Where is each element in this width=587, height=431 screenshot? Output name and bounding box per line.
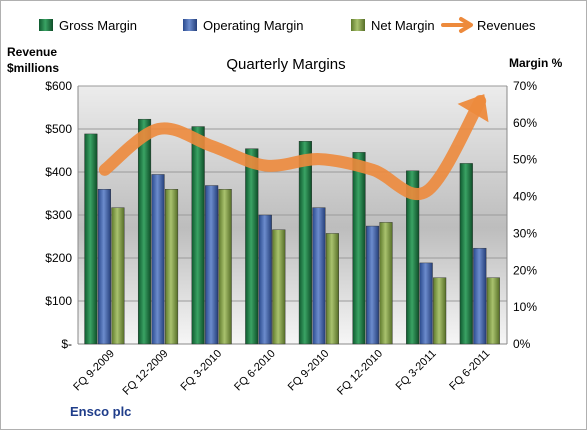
category-label: FQ 3-2010 xyxy=(179,348,225,394)
bar-operating-margin xyxy=(151,174,165,345)
category-label: FQ 6-2010 xyxy=(232,348,278,394)
legend-swatch-net-margin xyxy=(351,19,365,31)
legend: Gross Margin Operating Margin Net Margin… xyxy=(39,17,536,33)
category-label: FQ 9-2010 xyxy=(286,348,332,394)
right-axis-ticks: 0% 10% 20% 30% 40% 50% 60% 70% xyxy=(513,79,537,351)
bar-operating-margin xyxy=(205,185,219,345)
left-tick-label: $500 xyxy=(45,122,72,136)
right-tick-label: 0% xyxy=(513,337,531,351)
category-label: FQ 6-2011 xyxy=(447,348,492,393)
bar-net-margin xyxy=(486,277,500,345)
right-tick-label: 70% xyxy=(513,79,537,93)
bar-operating-margin xyxy=(473,247,487,345)
bar-net-margin xyxy=(379,222,393,345)
bar-net-margin xyxy=(433,277,447,345)
bar-gross-margin xyxy=(84,133,98,345)
left-tick-label: $400 xyxy=(45,165,72,179)
bar-gross-margin xyxy=(298,141,312,345)
right-tick-label: 10% xyxy=(513,300,537,314)
legend-swatch-gross-margin xyxy=(39,19,53,31)
legend-label-operating-margin: Operating Margin xyxy=(203,18,303,33)
bar-net-margin xyxy=(218,188,232,345)
bar-net-margin xyxy=(164,188,179,345)
right-tick-label: 20% xyxy=(513,263,537,277)
legend-label-net-margin: Net Margin xyxy=(371,18,435,33)
right-tick-label: 50% xyxy=(513,153,537,167)
bar-gross-margin xyxy=(406,170,420,345)
bar-gross-margin xyxy=(191,126,205,345)
bar-operating-margin xyxy=(312,207,326,345)
bar-net-margin xyxy=(272,229,286,345)
left-tick-label: $- xyxy=(61,337,72,351)
category-label: FQ 9-2009 xyxy=(71,348,117,394)
bar-operating-margin xyxy=(258,214,272,345)
left-tick-label: $300 xyxy=(45,208,72,222)
right-axis-title: Margin % xyxy=(509,56,563,70)
right-tick-label: 40% xyxy=(513,190,537,204)
left-tick-label: $200 xyxy=(45,251,72,265)
category-label: FQ 12-2009 xyxy=(121,348,171,398)
category-label: FQ 3-2011 xyxy=(394,348,439,393)
bar-gross-margin xyxy=(245,148,259,345)
legend-label-gross-margin: Gross Margin xyxy=(59,18,137,33)
bar-operating-margin xyxy=(365,225,380,345)
left-axis-ticks: $- $100 $200 $300 $400 $500 $600 xyxy=(45,79,72,351)
company-label: Ensco plc xyxy=(70,404,131,419)
bar-net-margin xyxy=(325,233,339,345)
left-axis-title-line2: $millions xyxy=(7,61,59,75)
bar-net-margin xyxy=(111,207,125,345)
legend-label-revenues: Revenues xyxy=(477,18,536,33)
right-tick-label: 30% xyxy=(513,226,537,240)
legend-swatch-revenues xyxy=(441,17,473,33)
revenues-line xyxy=(98,95,487,200)
left-tick-label: $600 xyxy=(45,79,72,93)
revenues-series-line xyxy=(98,94,489,200)
bar-gross-margin xyxy=(352,152,366,345)
bar-operating-margin xyxy=(419,262,433,345)
legend-swatch-operating-margin xyxy=(183,19,197,31)
left-axis-title-line1: Revenue xyxy=(7,45,57,59)
bar-gross-margin xyxy=(137,118,152,345)
category-labels: FQ 9-2009 FQ 12-2009 FQ 3-2010 FQ 6-2010 FQ … xyxy=(71,348,492,398)
category-label: FQ 12-2010 xyxy=(335,348,385,398)
right-tick-label: 60% xyxy=(513,116,537,130)
bars xyxy=(84,118,500,345)
bar-operating-margin xyxy=(97,188,111,345)
bar-gross-margin xyxy=(459,163,473,345)
revenues-arrowhead xyxy=(457,94,489,123)
left-tick-label: $100 xyxy=(45,294,72,308)
chart-title: Quarterly Margins xyxy=(226,56,345,73)
